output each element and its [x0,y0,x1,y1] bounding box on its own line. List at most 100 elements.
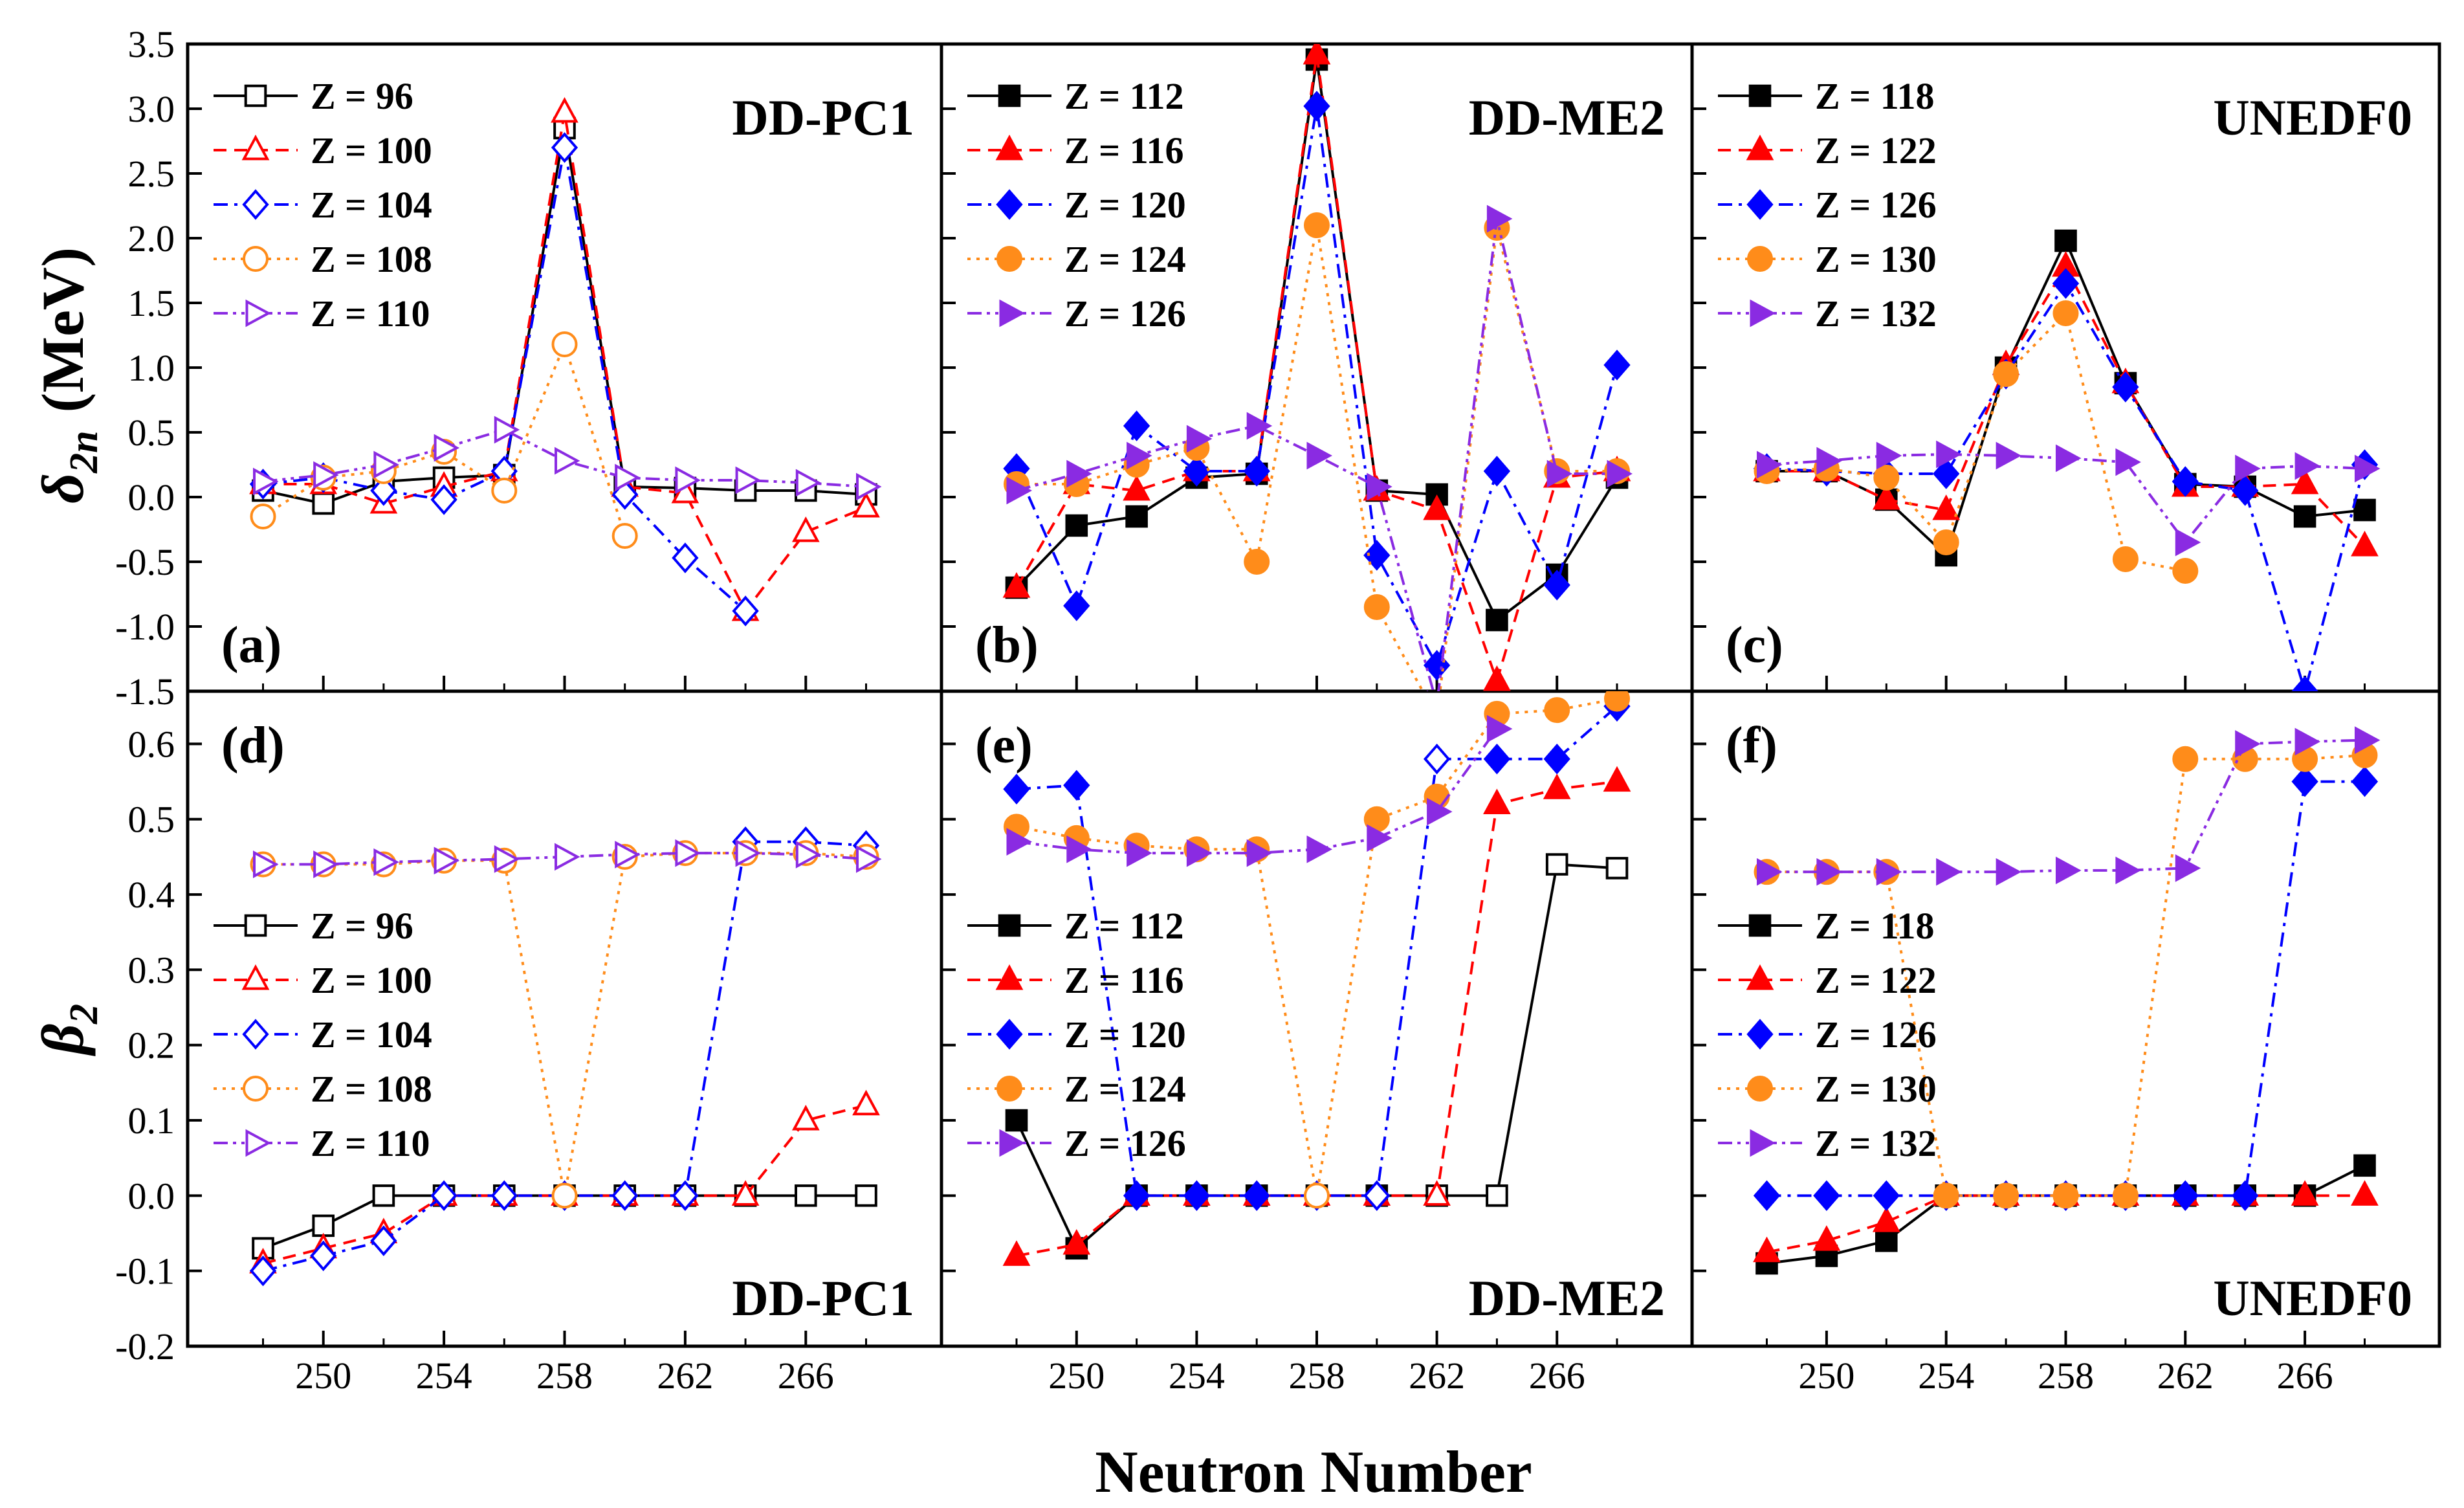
data-point-triangle-right [1367,824,1392,852]
y-tick-label: 0.0 [128,1175,175,1217]
series-line [1017,225,1617,691]
legend-label: Z = 96 [311,75,413,117]
data-point-triangle [551,96,578,123]
data-point-circle [1304,1182,1330,1209]
data-point-circle [491,478,518,504]
legend-label: Z = 96 [311,905,413,947]
data-point-triangle-right [1607,460,1633,488]
y-tick-label: 0.3 [128,949,175,991]
data-point-circle [996,1076,1022,1102]
data-point-diamond [672,542,699,573]
data-point-diamond [551,132,578,163]
x-tick-label: 254 [416,1355,472,1397]
legend-label: Z = 132 [1815,1122,1937,1164]
legend-label: Z = 108 [311,238,432,280]
data-point-triangle-right [1546,460,1573,488]
axes-layer: 3.5 3.0 2.5 2.0 1.5 1.0 0.5 0.0 -0.5 -1.0 -1.5 250 2… [115,23,2441,1397]
data-point-triangle-right [494,416,520,444]
data-point-diamond [1123,410,1150,441]
data-point-triangle [1062,1228,1091,1255]
model-label: DD-PC1 [732,89,914,146]
data-point-triangle-right [1306,441,1333,470]
data-point-diamond [996,1019,1023,1050]
data-point-circle [996,246,1022,272]
data-point-triangle [241,964,270,990]
data-point-diamond [249,1255,277,1287]
data-point-square [998,914,1021,937]
data-point-triangle-right [1186,425,1213,453]
data-point-diamond [2112,371,2139,403]
model-label: DD-ME2 [1469,89,1665,146]
legend-label: Z = 126 [1815,1014,1937,1056]
x-tick-label: 250 [295,1355,351,1397]
data-point-triangle-right [735,839,762,867]
series-line [1766,452,2365,545]
series-line [1766,281,2366,691]
data-point-triangle [1603,766,1631,792]
data-point-triangle-right [2235,730,2261,758]
data-point-triangle-right [2294,727,2321,756]
panel-frame [1690,689,2441,1348]
series-line [263,428,866,488]
data-point-triangle-right [735,466,762,494]
data-point-triangle-right [2355,726,2381,754]
data-point-triangle-right [1486,715,1513,743]
data-point-square [2353,1154,2376,1177]
data-point-diamond [310,1240,337,1272]
data-point-diamond [242,1019,269,1050]
data-point-triangle-right [1246,839,1273,867]
data-point-circle [243,1076,269,1102]
data-point-triangle [1002,1240,1031,1266]
legend-label: Z = 122 [1815,129,1937,172]
legend-label: Z = 122 [1815,959,1937,1001]
data-point-triangle [791,516,820,542]
data-point-diamond [430,484,457,515]
legend-label: Z = 124 [1064,238,1186,280]
data-point-circle [2052,1182,2079,1209]
x-tick-label: 258 [2038,1355,2094,1397]
data-point-triangle-right [1186,839,1213,867]
data-point-triangle [2291,468,2319,494]
y-tick-label: 3.5 [128,23,175,65]
data-point-triangle-right [434,847,460,875]
data-point-diamond [2172,1180,2199,1212]
data-point-square [1065,514,1088,537]
data-point-square [855,1184,877,1207]
data-point-triangle-right [675,839,701,867]
y-tick-label: 0.0 [128,476,175,518]
data-point-triangle [1872,1206,1900,1232]
y-tick-label: 0.5 [128,412,175,454]
legend-label: Z = 116 [1064,959,1184,1001]
data-point-triangle-right [1816,858,1842,886]
panel-plot-(c) [1753,229,2381,691]
data-point-square [998,84,1021,107]
data-point-triangle [791,1105,820,1131]
data-point-diamond [2291,766,2318,797]
data-point-circle [1747,1076,1773,1102]
data-point-triangle-right [795,469,822,497]
data-point-diamond [2232,1180,2259,1212]
data-point-diamond [1063,770,1090,801]
legend-label: Z = 126 [1064,1122,1186,1164]
data-point-diamond [1123,1180,1150,1212]
data-point-triangle-right [373,848,399,876]
data-point-circle [1933,529,1959,555]
data-point-triangle [1872,483,1900,510]
data-point-triangle [852,491,880,518]
panel-label: (e) [975,717,1033,774]
data-point-triangle-right [2115,856,2141,885]
data-point-square [244,914,267,937]
data-point-triangle-right [1427,690,1429,691]
data-point-circle [250,504,276,529]
y-tick-label: -0.1 [115,1250,175,1292]
data-point-triangle-right [1427,797,1453,826]
legend-label: Z = 104 [311,1014,432,1056]
x-tick-label: 262 [2157,1355,2214,1397]
data-point-square [1486,608,1508,632]
data-point-diamond [1746,189,1774,220]
data-point-triangle-right [1757,858,1783,886]
data-point-triangle-right [1996,441,2022,470]
data-point-triangle-right [1936,858,1962,886]
data-point-triangle-right [1246,412,1273,440]
data-point-diamond [1303,91,1330,122]
